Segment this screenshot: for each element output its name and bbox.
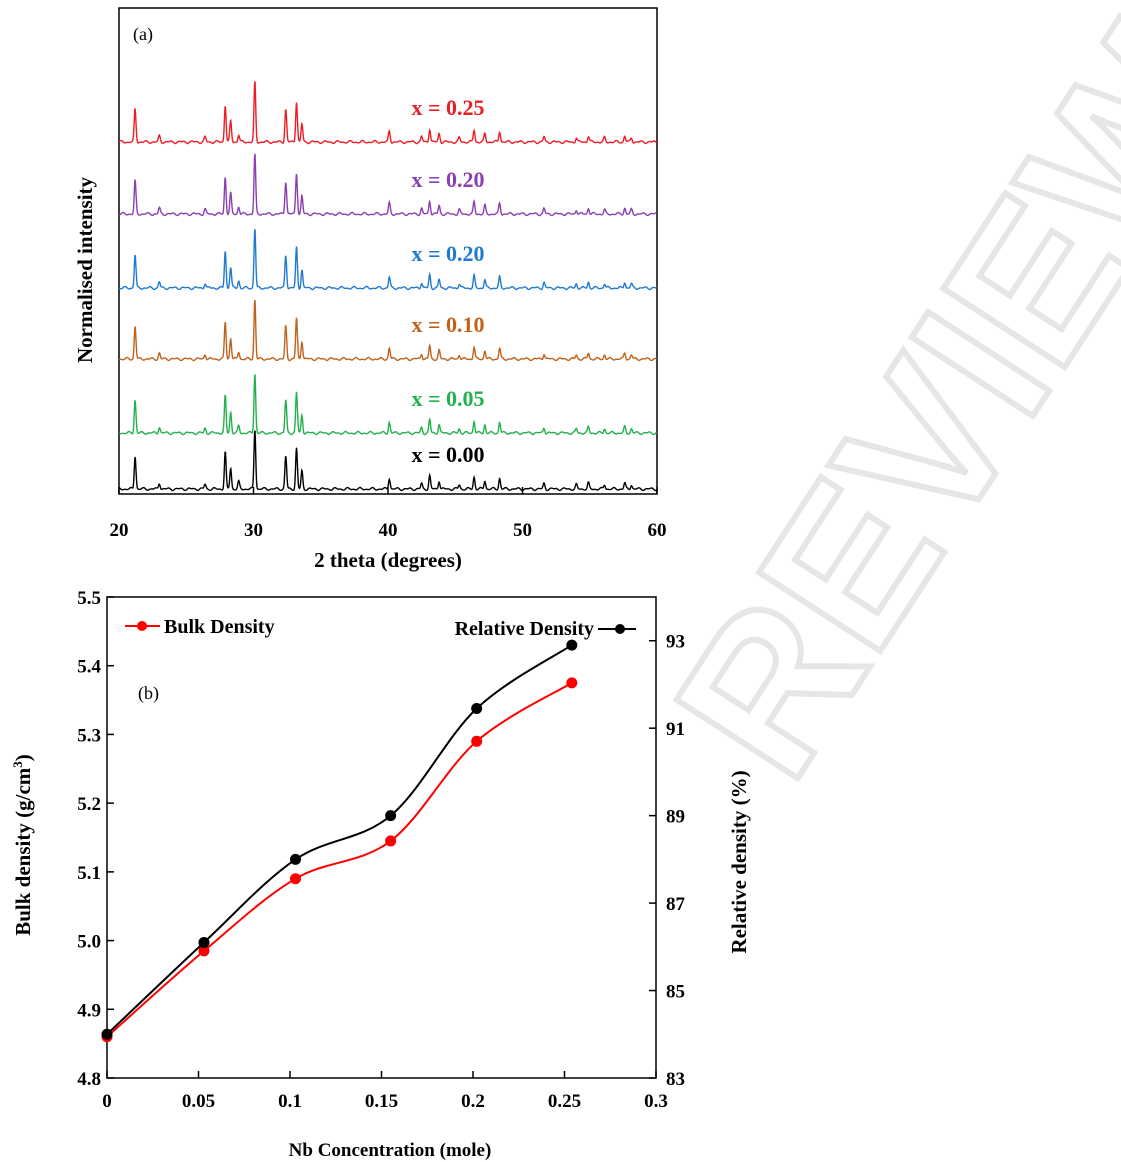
xrd-series-label: x = 0.25 <box>411 95 484 120</box>
legend-bulk-density: Bulk Density <box>125 616 275 638</box>
xrd-y-axis-label: Normalised intensity <box>73 176 97 363</box>
watermark: REVIEW <box>631 0 1121 815</box>
density-x-tick-label: 0.25 <box>548 1091 581 1112</box>
xrd-x-ticks: 20 30 40 50 60 <box>110 487 667 541</box>
xrd-x-tick-label: 60 <box>648 520 667 541</box>
xrd-trace <box>118 81 658 145</box>
density-data-point <box>471 735 483 747</box>
density-right-y-axis-label: Relative density (%) <box>727 770 751 953</box>
legend-relative-marker <box>615 624 625 634</box>
legend-relative-density: Relative Density <box>455 618 636 640</box>
xrd-trace <box>118 430 658 492</box>
left-y-label-close: ) <box>11 754 35 761</box>
density-x-tick-label: 0.05 <box>182 1091 215 1112</box>
density-panel: (b) 0 0.05 0.1 0.15 0.2 0.25 0.3 4.8 4.9 5.0 5.1 5… <box>10 588 751 1161</box>
density-data-point <box>289 873 301 885</box>
density-data-point <box>385 835 397 847</box>
xrd-traces <box>118 81 658 492</box>
density-left-y-tick-label: 5.1 <box>77 863 101 884</box>
xrd-panel-label: (a) <box>133 24 153 45</box>
density-left-y-tick-label: 5.0 <box>77 932 101 953</box>
density-panel-label: (b) <box>138 683 159 704</box>
density-x-tick-label: 0.1 <box>278 1091 302 1112</box>
density-data-point <box>101 1028 113 1040</box>
density-data-point <box>566 639 578 651</box>
legend-relative-label: Relative Density <box>455 618 594 640</box>
xrd-series-label: x = 0.20 <box>411 241 484 266</box>
xrd-trace <box>118 229 658 291</box>
density-left-y-tick-label: 5.3 <box>77 725 101 746</box>
density-left-y-tick-label: 5.5 <box>77 588 101 609</box>
density-left-y-ticks: 4.8 4.9 5.0 5.1 5.2 5.3 5.4 5.5 <box>77 588 114 1090</box>
density-data-point <box>198 936 210 948</box>
density-series-line <box>106 644 573 1036</box>
density-data-point <box>289 853 301 865</box>
density-x-axis-label: Nb Concentration (mole) <box>289 1140 492 1161</box>
density-x-tick-label: 0 <box>102 1091 112 1112</box>
xrd-x-tick-label: 40 <box>379 520 398 541</box>
xrd-x-tick-label: 20 <box>110 520 129 541</box>
xrd-x-tick-label: 30 <box>244 520 263 541</box>
left-y-label-main: Bulk density (g/cm <box>11 767 35 936</box>
density-right-y-tick-label: 85 <box>666 982 685 1003</box>
density-data-point <box>566 677 578 689</box>
density-data-point <box>471 703 483 715</box>
legend-bulk-label: Bulk Density <box>164 616 275 638</box>
xrd-series-label: x = 0.05 <box>411 386 484 411</box>
xrd-series-labels: x = 0.00 x = 0.05 x = 0.10 x = 0.20 x = 0.20… <box>411 95 484 467</box>
density-plot-frame <box>106 596 657 1079</box>
xrd-trace <box>118 299 658 362</box>
density-x-tick-label: 0.3 <box>644 1091 668 1112</box>
density-x-ticks: 0 0.05 0.1 0.15 0.2 0.25 0.3 <box>102 1071 668 1112</box>
density-right-y-tick-label: 89 <box>666 807 685 828</box>
xrd-panel: (a) x = 0.00x = 0.05x = 0.10x = 0.20x = … <box>73 7 667 572</box>
xrd-trace <box>119 153 658 217</box>
left-y-label-sup: 3 <box>10 761 25 768</box>
xrd-trace <box>118 374 658 436</box>
density-left-y-tick-label: 5.4 <box>77 657 101 678</box>
xrd-series-label: x = 0.10 <box>411 312 484 337</box>
density-x-tick-label: 0.15 <box>365 1091 398 1112</box>
density-x-tick-label: 0.2 <box>461 1091 485 1112</box>
density-series <box>101 639 578 1043</box>
density-data-point <box>385 810 397 822</box>
density-right-y-tick-label: 87 <box>666 894 686 915</box>
legend-bulk-marker <box>137 621 147 631</box>
density-left-y-tick-label: 4.9 <box>77 1000 101 1021</box>
xrd-plot-frame <box>118 7 658 495</box>
density-series-line <box>106 682 573 1038</box>
density-right-y-tick-label: 83 <box>666 1069 685 1090</box>
density-left-y-tick-label: 4.8 <box>77 1069 101 1090</box>
density-right-y-tick-label: 91 <box>666 719 685 740</box>
xrd-series-label: x = 0.00 <box>411 442 484 467</box>
density-x-axis-label-text: Nb Concentration (mole) <box>289 1140 492 1161</box>
xrd-x-axis-label: 2 theta (degrees) <box>314 548 462 572</box>
density-right-y-tick-label: 93 <box>666 632 685 653</box>
xrd-series-label: x = 0.20 <box>411 167 484 192</box>
density-data-point <box>198 945 210 957</box>
density-left-y-tick-label: 5.2 <box>77 794 101 815</box>
xrd-x-tick-label: 50 <box>513 520 532 541</box>
density-left-y-axis-label: Bulk density (g/cm3) <box>10 754 35 936</box>
density-right-y-ticks: 83 85 87 89 91 93 <box>649 632 686 1090</box>
